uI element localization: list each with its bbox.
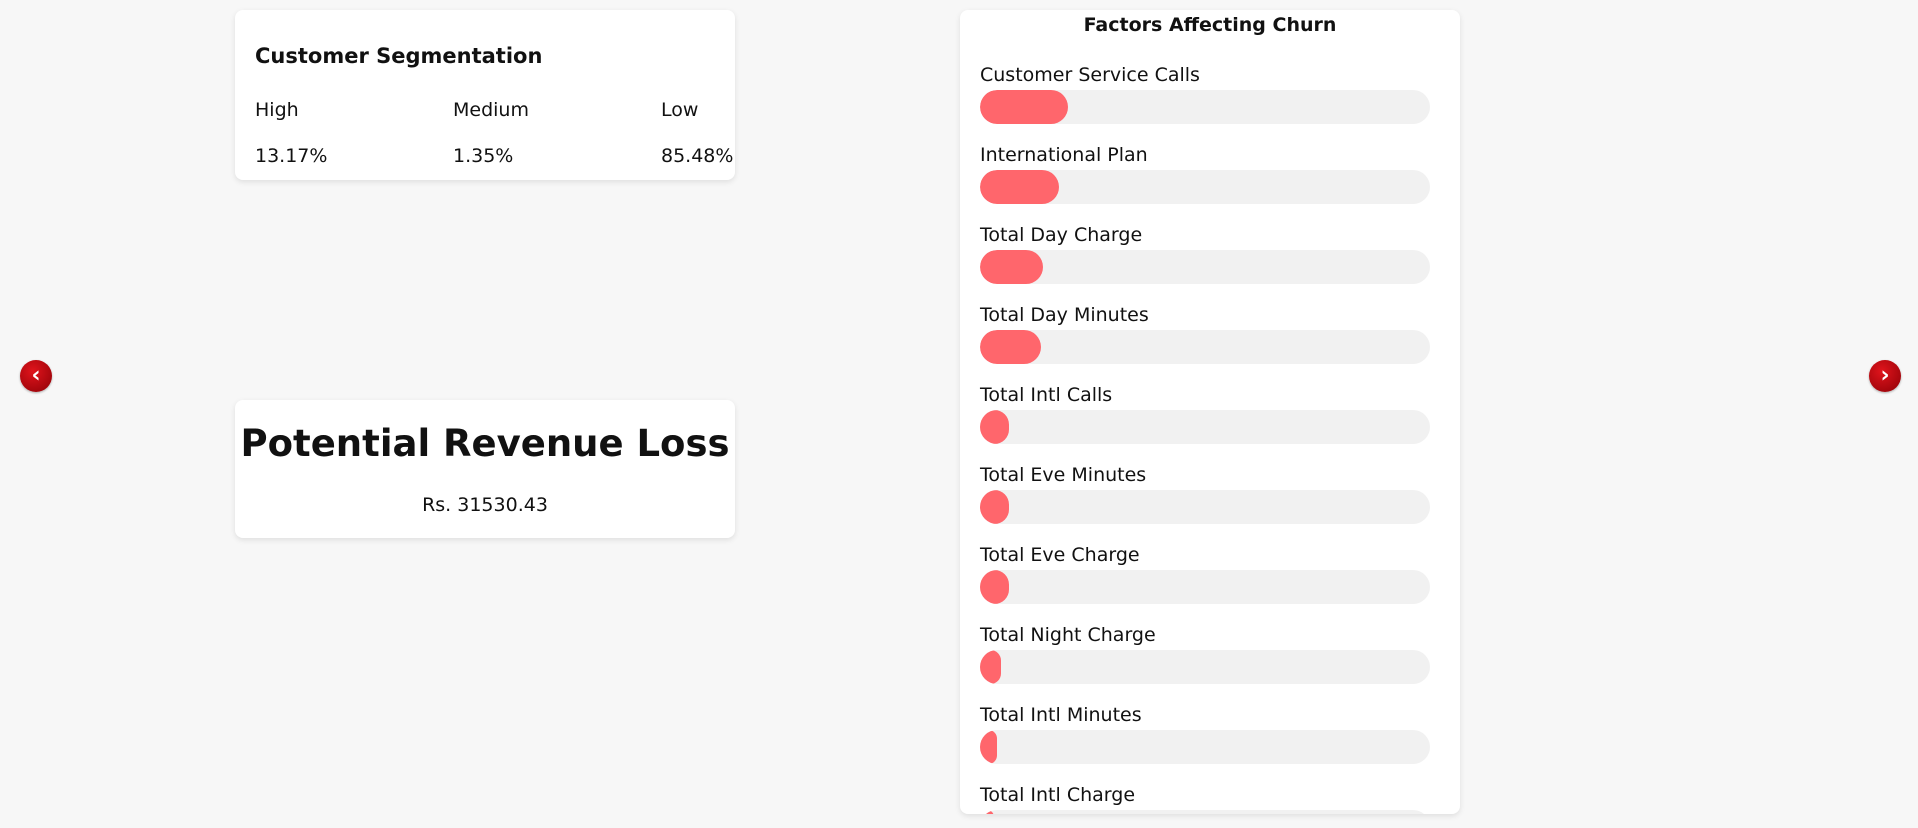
churn-factor-bar-track [980,410,1430,444]
churn-factor-bar-track [980,90,1430,124]
churn-factor-bar-track [980,650,1430,684]
churn-factor-bar-fill [980,170,1059,204]
churn-factor-label: Total Day Minutes [980,304,1149,326]
churn-factor-bar-track [980,330,1430,364]
revenue-loss-value: Rs. 31530.43 [422,494,548,516]
customer-segmentation-card: Customer Segmentation High Medium Low 13… [235,10,735,180]
churn-factor-bar-track [980,570,1430,604]
churn-factor-bar-fill [980,330,1041,364]
churn-factor-bar-fill [980,410,1010,444]
churn-factor-bar-fill [980,650,1002,684]
churn-factor-bar-fill [980,250,1043,284]
churn-factor-bar-fill [980,730,998,764]
churn-factor-row: International Plan [980,144,1430,224]
churn-factor-bar-track [980,490,1430,524]
segmentation-title: Customer Segmentation [255,44,543,68]
churn-factor-row: Total Night Charge [980,624,1430,704]
churn-factor-row: Total Intl Calls [980,384,1430,464]
churn-factor-row: Total Intl Minutes [980,704,1430,784]
next-slide-button[interactable]: › [1869,360,1901,392]
churn-factor-label: International Plan [980,144,1148,166]
churn-factor-bar-fill [980,570,1010,604]
churn-factor-row: Total Eve Minutes [980,464,1430,544]
churn-factor-label: Total Eve Charge [980,544,1140,566]
segment-value-high: 13.17% [255,145,328,167]
revenue-loss-title: Potential Revenue Loss [240,422,730,465]
churn-factors-title: Factors Affecting Churn [1083,14,1337,36]
churn-factor-label: Total Intl Charge [980,784,1136,806]
churn-factor-bar-track [980,810,1430,814]
churn-factor-bar-fill [980,490,1010,524]
churn-factor-label: Total Eve Minutes [980,464,1147,486]
churn-factor-label: Total Intl Calls [980,384,1113,406]
prev-slide-button[interactable]: ‹ [20,360,52,392]
churn-factor-label: Customer Service Calls [980,64,1200,86]
churn-factor-row: Total Day Minutes [980,304,1430,384]
churn-factor-bar-fill [980,810,994,814]
churn-factor-bar-fill [980,90,1068,124]
chevron-right-icon: › [1880,363,1890,388]
churn-factor-label: Total Day Charge [980,224,1143,246]
segment-label-low: Low [661,99,699,121]
chevron-left-icon: ‹ [31,363,41,388]
churn-factor-label: Total Intl Minutes [980,704,1142,726]
segment-value-low: 85.48% [661,145,734,167]
churn-factor-row: Customer Service Calls [980,64,1430,144]
churn-factor-bar-track [980,170,1430,204]
churn-factor-row: Total Eve Charge [980,544,1430,624]
revenue-loss-card: Potential Revenue Loss Rs. 31530.43 [235,400,735,538]
churn-factor-row: Total Intl Charge [980,784,1430,814]
churn-factors-card: Factors Affecting Churn Customer Service… [960,10,1460,814]
segment-label-high: High [255,99,299,121]
segment-value-medium: 1.35% [453,145,514,167]
churn-factor-label: Total Night Charge [980,624,1156,646]
churn-factor-bar-track [980,250,1430,284]
churn-factors-list: Customer Service Calls International Plan… [980,64,1430,814]
churn-factor-row: Total Day Charge [980,224,1430,304]
churn-factor-bar-track [980,730,1430,764]
segment-label-medium: Medium [453,99,529,121]
